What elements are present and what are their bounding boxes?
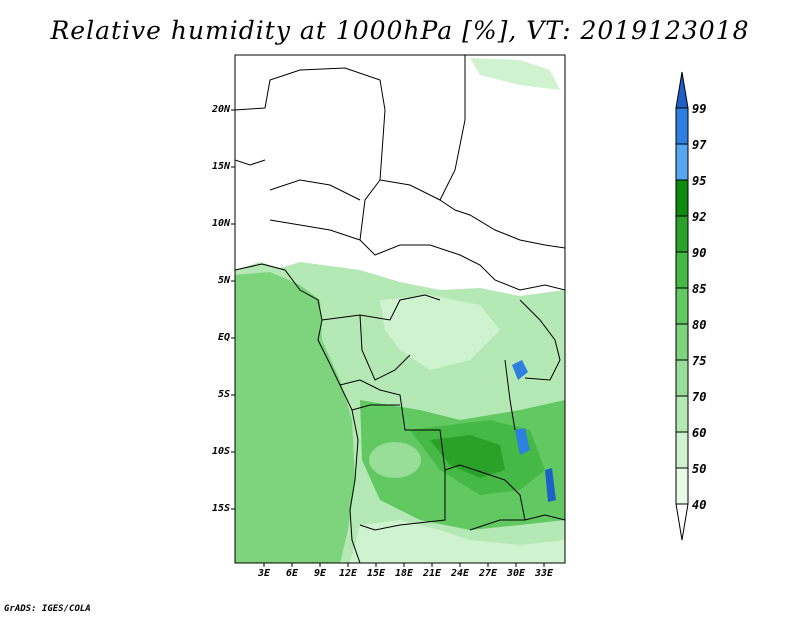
colorbar-segment [675, 359, 689, 397]
coastline [235, 263, 361, 563]
y-tick-label: 20N [211, 104, 230, 115]
colorbar-label: 60 [692, 426, 707, 440]
x-tick-label: 30E [506, 568, 526, 579]
x-tick-label: 21E [422, 568, 442, 579]
humidity-field-light [380, 295, 500, 370]
y-tick-label: 5N [217, 275, 230, 286]
colorbar-segment [675, 395, 689, 433]
credit-text: GrADS: IGES/COLA [4, 604, 91, 614]
axis-ticks [231, 109, 545, 567]
colorbar-segment [675, 431, 689, 469]
colorbar-segment [675, 107, 689, 145]
y-tick-label: 5S [217, 389, 230, 400]
colorbar-label: 70 [692, 390, 707, 404]
x-tick-label: 33E [534, 568, 554, 579]
humidity-field-south-light [350, 520, 565, 563]
x-tick-label: 27E [478, 568, 498, 579]
colorbar-label: 99 [692, 102, 707, 116]
country-borders [235, 55, 565, 531]
humidity-field-ocean [235, 272, 355, 563]
colorbar-label: 80 [692, 318, 707, 332]
humidity-field-patch [369, 442, 421, 478]
y-tick-label: 15N [211, 161, 230, 172]
colorbar-segment [675, 467, 689, 505]
x-tick-label: 9E [313, 568, 327, 579]
colorbar-segment [675, 323, 689, 361]
colorbar-segment [675, 503, 689, 541]
colorbar-segment [675, 287, 689, 325]
y-tick-label: 10S [211, 446, 230, 457]
colorbar-label: 95 [692, 174, 707, 188]
colorbar [675, 71, 689, 541]
x-tick-label: 6E [285, 568, 299, 579]
colorbar-label: 50 [692, 462, 707, 476]
x-tick-label: 3E [257, 568, 271, 579]
colorbar-segment [675, 143, 689, 181]
humidity-field-north [470, 58, 560, 90]
colorbar-segment [675, 251, 689, 289]
map-title: Relative humidity at 1000hPa [%], VT: 20… [50, 16, 750, 45]
x-tick-label: 18E [394, 568, 414, 579]
colorbar-segment [675, 215, 689, 253]
colorbar-segment [675, 179, 689, 217]
map-frame [234, 54, 566, 564]
humidity-field-darker [430, 435, 505, 478]
y-tick-label: 15S [211, 503, 230, 514]
x-tick-label: 12E [338, 568, 358, 579]
colorbar-label: 75 [692, 354, 707, 368]
colorbar-label: 40 [692, 498, 707, 512]
y-tick-label: 10N [211, 218, 230, 229]
colorbar-segment [675, 71, 689, 109]
lake-tanganyika [515, 428, 530, 455]
colorbar-label: 92 [692, 210, 707, 224]
y-tick-label: EQ [217, 332, 230, 343]
lake-victoria [512, 360, 528, 380]
colorbar-label: 85 [692, 282, 707, 296]
colorbar-label: 97 [692, 138, 707, 152]
colorbar-label: 90 [692, 246, 707, 260]
x-tick-label: 24E [450, 568, 470, 579]
map-area [235, 55, 565, 563]
x-tick-label: 15E [366, 568, 386, 579]
lake-malawi [545, 468, 556, 502]
